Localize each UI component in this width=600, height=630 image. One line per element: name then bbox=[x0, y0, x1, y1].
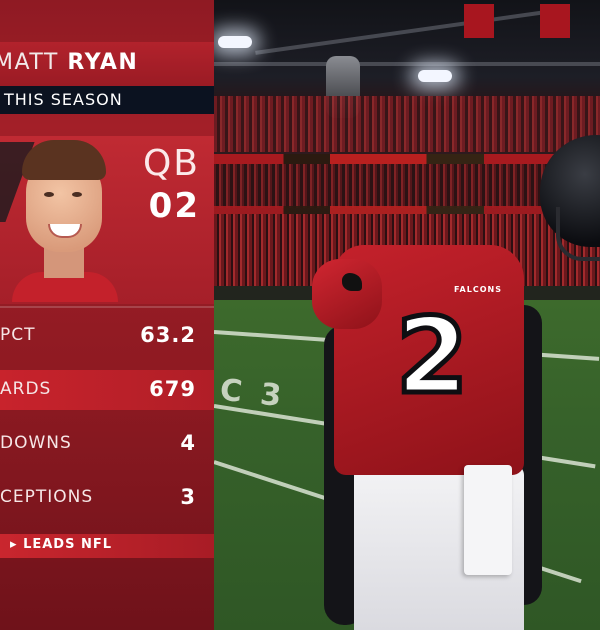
player-figure: 2 FALCONS bbox=[312, 135, 600, 630]
stat-label: DOWNS bbox=[0, 433, 72, 453]
jersey-number: 2 bbox=[393, 293, 470, 420]
headshot-hair bbox=[22, 140, 106, 180]
stat-label: PCT bbox=[0, 325, 36, 345]
stadium-roof bbox=[214, 0, 600, 110]
stat-value: 679 bbox=[149, 377, 196, 401]
jersey-number-label: 02 bbox=[148, 186, 200, 226]
stats-graphic: MATT RYAN THIS SEASON QB 02 PCT 63.2 ARD… bbox=[0, 0, 214, 630]
player-first-name: MATT bbox=[0, 50, 59, 75]
towel bbox=[464, 465, 512, 575]
roof-truss bbox=[214, 62, 600, 66]
player-name: MATT RYAN bbox=[0, 50, 138, 75]
player-headshot bbox=[12, 140, 118, 302]
stat-value: 3 bbox=[180, 485, 196, 509]
divider bbox=[0, 306, 214, 308]
leads-nfl-label: ▸ LEADS NFL bbox=[10, 537, 112, 552]
season-bar bbox=[0, 86, 214, 114]
stadium-banner bbox=[540, 4, 570, 38]
field-number: C 3 bbox=[218, 372, 287, 415]
ribbon-board bbox=[214, 154, 600, 164]
jersey-wordmark: FALCONS bbox=[454, 285, 502, 294]
stadium-banner bbox=[464, 4, 494, 38]
name-bar bbox=[0, 42, 214, 86]
crowd bbox=[214, 96, 600, 152]
falcons-logo-icon bbox=[342, 273, 362, 291]
stat-row-highlight: ARDS 679 bbox=[0, 370, 214, 410]
stat-label: CEPTIONS bbox=[0, 487, 94, 507]
stat-row: CEPTIONS 3 bbox=[0, 478, 214, 518]
facemask bbox=[556, 207, 600, 261]
position-label: QB bbox=[142, 143, 200, 184]
stadium-light bbox=[418, 70, 452, 82]
stat-value: 4 bbox=[180, 431, 196, 455]
broadcast-scene: C 3 2 FALCONS bbox=[214, 0, 600, 630]
player-last-name: RYAN bbox=[67, 50, 139, 75]
leads-nfl-bar bbox=[0, 534, 214, 558]
crowd bbox=[214, 164, 600, 208]
stadium-light bbox=[218, 36, 252, 48]
stat-value: 63.2 bbox=[140, 323, 196, 347]
stat-row: PCT 63.2 bbox=[0, 316, 214, 356]
triangle-right-icon: ▸ bbox=[10, 537, 18, 552]
player-sleeve bbox=[312, 259, 382, 329]
stat-label: ARDS bbox=[0, 379, 52, 399]
headshot-eye bbox=[72, 192, 82, 197]
stat-row: DOWNS 4 bbox=[0, 424, 214, 464]
ribbon-board bbox=[214, 206, 600, 216]
headshot-neck bbox=[44, 248, 84, 278]
season-label: THIS SEASON bbox=[4, 90, 123, 109]
leads-nfl-text: LEADS NFL bbox=[23, 537, 113, 552]
headshot-eye bbox=[44, 192, 54, 197]
